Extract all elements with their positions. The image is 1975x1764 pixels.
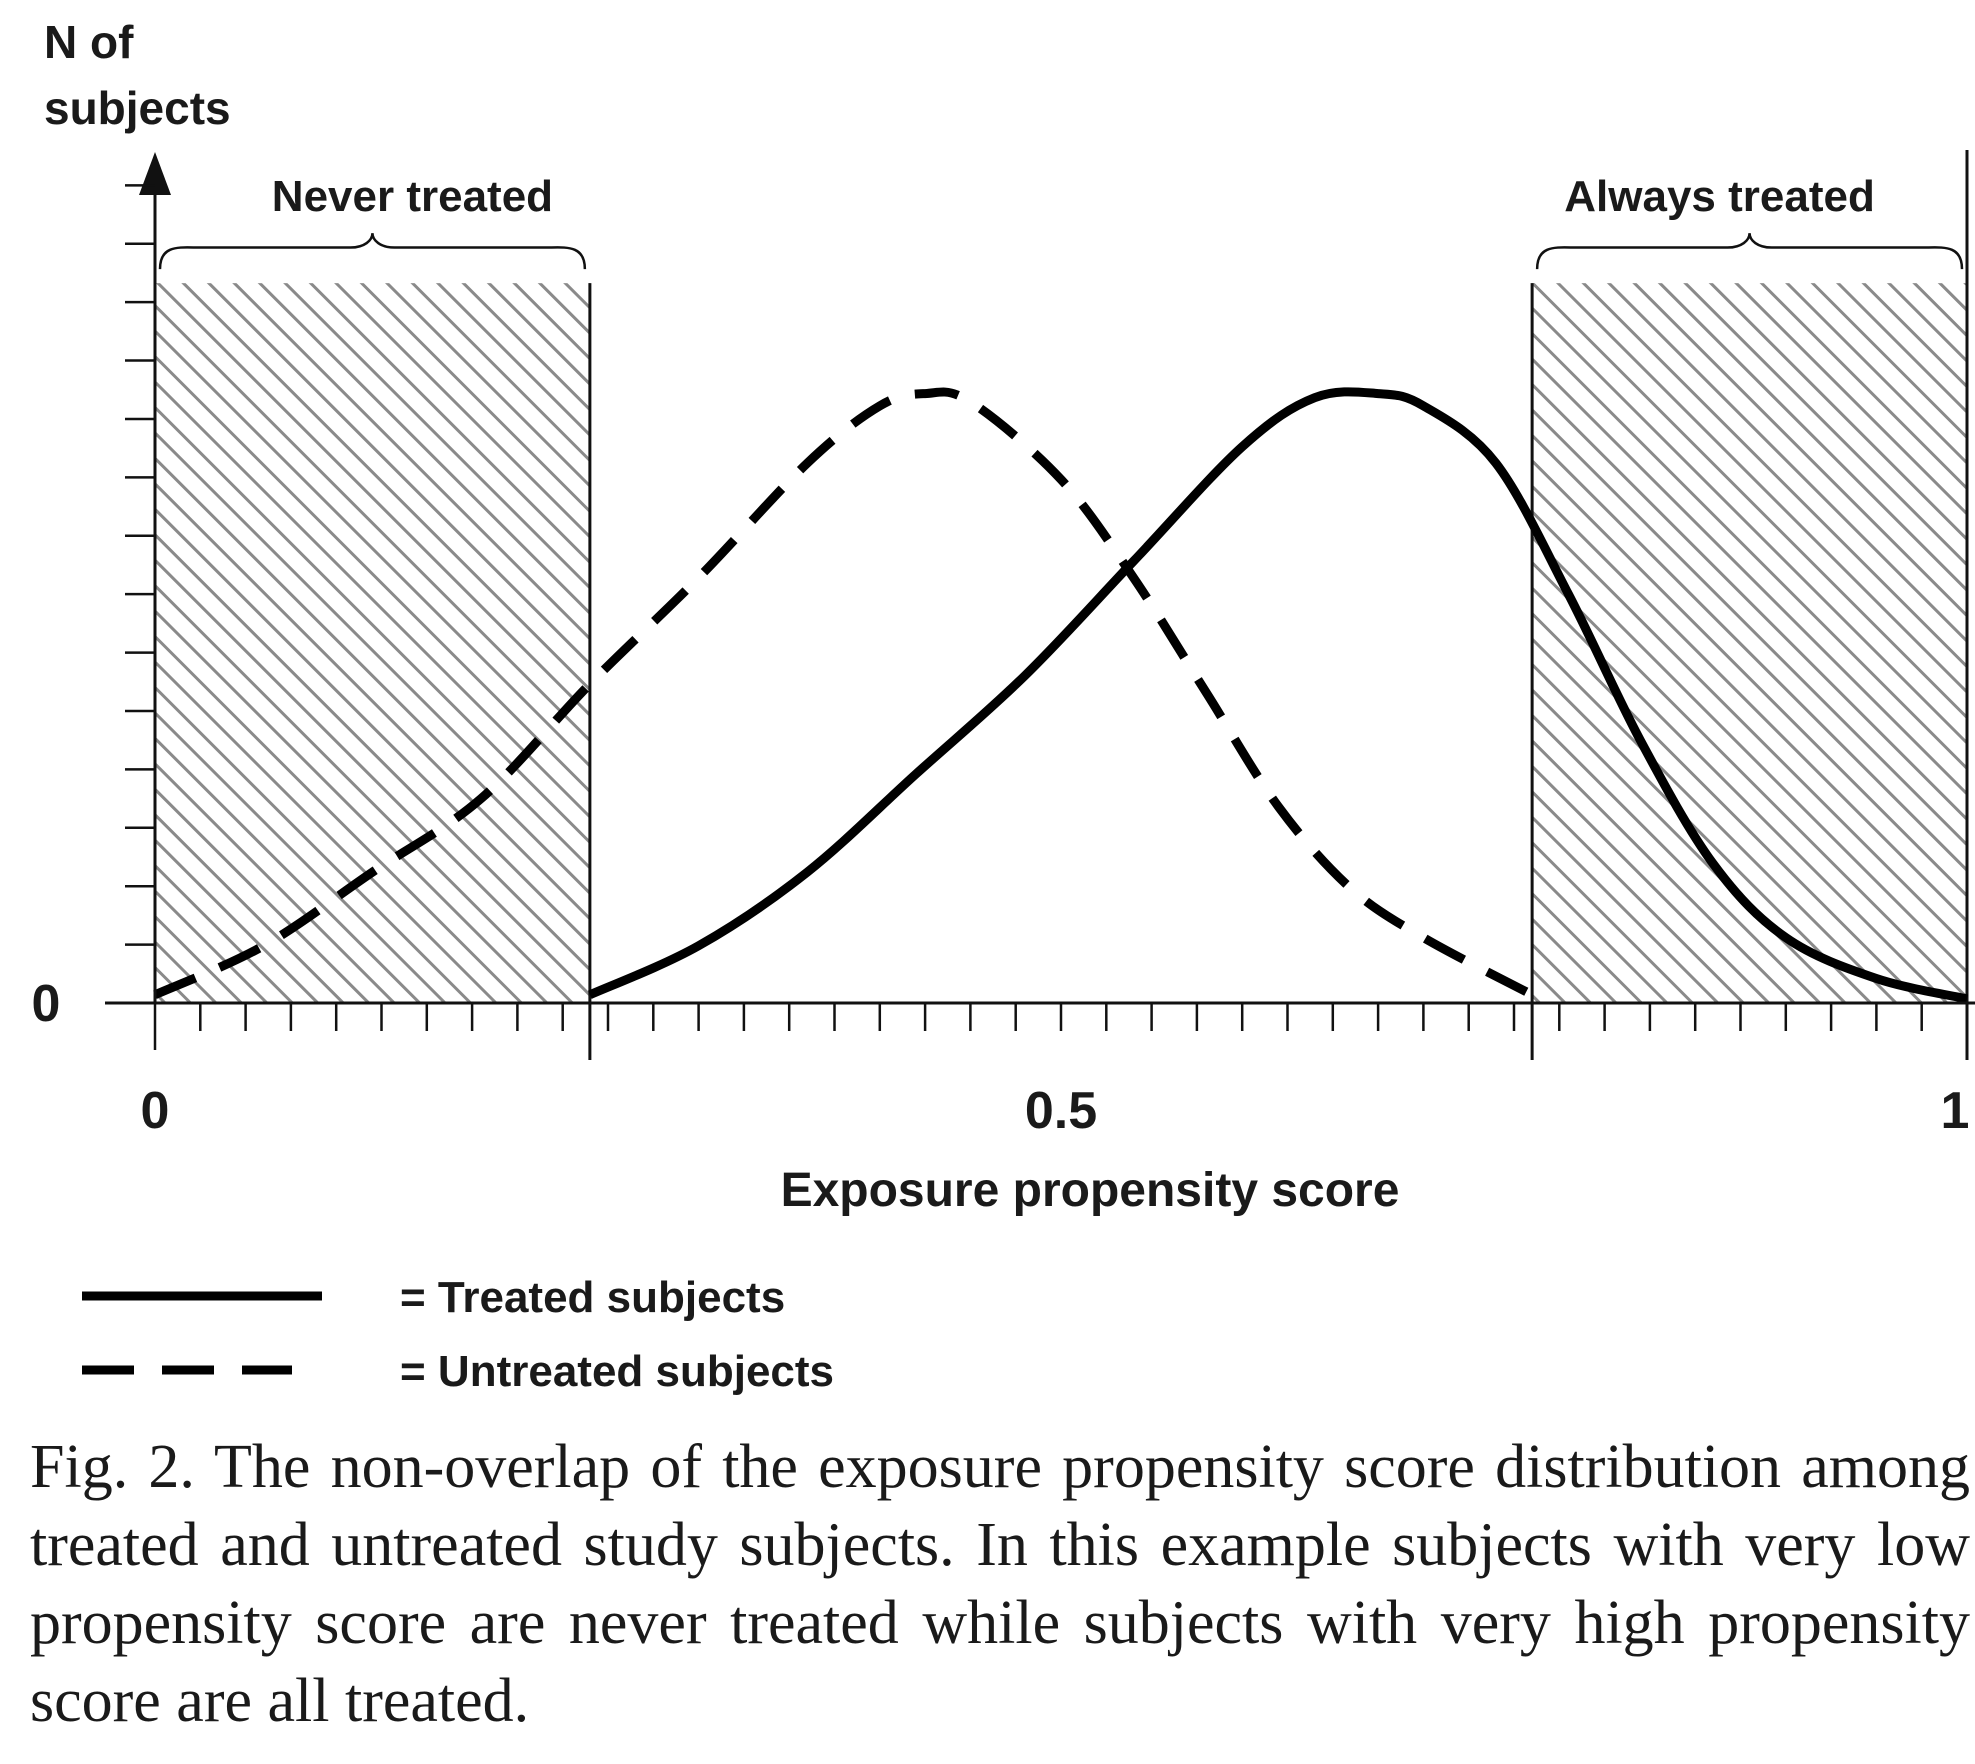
series-treated-line bbox=[588, 387, 1968, 1004]
region-label-0: Never treated bbox=[272, 172, 553, 221]
x-axis-label: Exposure propensity score bbox=[781, 1164, 1400, 1217]
legend: = Treated subjects = Untreated subjects bbox=[82, 1273, 834, 1396]
regions-layer: Never treated Always treated bbox=[155, 150, 1969, 1060]
legend-label-treated: = Treated subjects bbox=[400, 1273, 785, 1322]
region-0-hatch bbox=[155, 283, 590, 1003]
tick-labels-layer: 0 0.5 1 0 bbox=[32, 975, 1970, 1140]
region-1-brace bbox=[1535, 233, 1964, 270]
y-axis-label-line-2: subjects bbox=[44, 82, 231, 134]
y-axis-label-line-1: N of bbox=[44, 16, 134, 68]
x-tick-label-1: 0.5 bbox=[1025, 1082, 1097, 1140]
x-tick-label-0: 0 bbox=[141, 1082, 170, 1140]
region-label-1: Always treated bbox=[1564, 172, 1875, 221]
legend-label-untreated: = Untreated subjects bbox=[400, 1347, 834, 1396]
region-1-hatch bbox=[1532, 283, 1967, 1003]
series-untreated-line bbox=[153, 387, 1535, 999]
series-layer bbox=[153, 387, 1968, 1004]
ticks-layer bbox=[125, 184, 1969, 1050]
x-tick-label-2: 1 bbox=[1941, 1082, 1970, 1140]
region-0-brace bbox=[158, 233, 587, 270]
propensity-score-chart: Never treated Always treated 0 0.5 10 N of … bbox=[32, 16, 1975, 1396]
y-axis-arrowhead bbox=[139, 152, 171, 195]
figure-caption: Fig. 2. The non-overlap of the exposure … bbox=[30, 1433, 1970, 1735]
y-tick-label-0: 0 bbox=[32, 975, 61, 1033]
